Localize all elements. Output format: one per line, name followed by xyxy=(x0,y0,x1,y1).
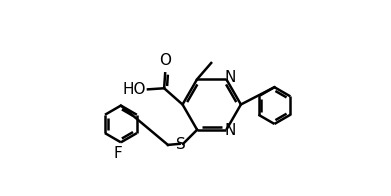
Text: HO: HO xyxy=(123,82,146,97)
Text: N: N xyxy=(224,123,236,138)
Text: N: N xyxy=(224,70,236,85)
Text: S: S xyxy=(176,137,186,152)
Text: O: O xyxy=(159,53,171,68)
Text: F: F xyxy=(114,146,123,161)
